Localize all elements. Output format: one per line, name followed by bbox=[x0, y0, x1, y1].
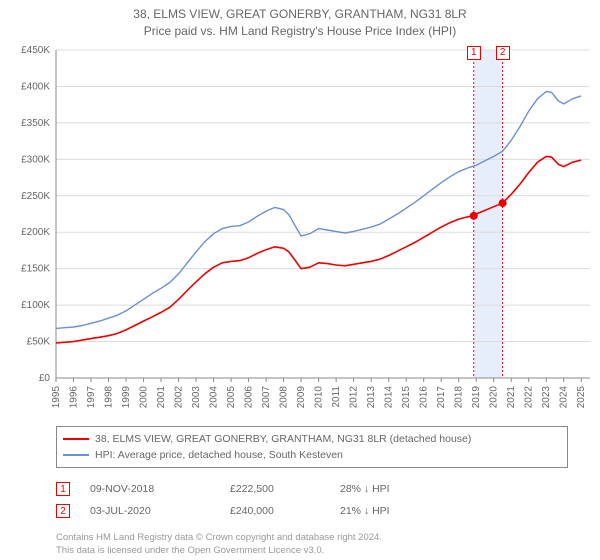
legend-swatch bbox=[63, 454, 89, 456]
svg-text:2018: 2018 bbox=[454, 385, 465, 408]
svg-text:2024: 2024 bbox=[559, 385, 570, 408]
svg-text:1996: 1996 bbox=[69, 385, 80, 408]
svg-text:1998: 1998 bbox=[104, 385, 115, 408]
legend-row: HPI: Average price, detached house, Sout… bbox=[63, 447, 561, 463]
sale-point-diff: 21% ↓ HPI bbox=[340, 505, 460, 517]
svg-text:2015: 2015 bbox=[401, 385, 412, 408]
title-address: 38, ELMS VIEW, GREAT GONERBY, GRANTHAM, … bbox=[0, 6, 600, 23]
line-chart-svg: £0 £50K £100K £150K £200K £250K £300K £350K £400… bbox=[0, 40, 600, 420]
svg-text:2016: 2016 bbox=[419, 385, 430, 408]
svg-text:2005: 2005 bbox=[226, 385, 237, 408]
sale-point-date: 03-JUL-2020 bbox=[90, 505, 230, 517]
svg-text:1995: 1995 bbox=[51, 385, 62, 408]
svg-text:2001: 2001 bbox=[156, 385, 167, 408]
sale-point-marker: 2 bbox=[56, 504, 70, 518]
svg-text:2021: 2021 bbox=[506, 385, 517, 408]
svg-text:2006: 2006 bbox=[244, 385, 255, 408]
svg-text:2019: 2019 bbox=[471, 385, 482, 408]
svg-text:2000: 2000 bbox=[139, 385, 150, 408]
svg-text:£200K: £200K bbox=[21, 227, 50, 238]
sale-points-table: 1 09-NOV-2018£222,50028% ↓ HPI 2 03-JUL-202… bbox=[56, 478, 568, 522]
svg-text:2014: 2014 bbox=[384, 385, 395, 408]
svg-text:2022: 2022 bbox=[524, 385, 535, 408]
svg-text:£450K: £450K bbox=[21, 45, 50, 56]
svg-text:2003: 2003 bbox=[191, 385, 202, 408]
sale-point-price: £222,500 bbox=[230, 483, 340, 495]
svg-text:2011: 2011 bbox=[331, 385, 342, 407]
svg-text:£100K: £100K bbox=[21, 300, 50, 311]
sale-point-row: 2 03-JUL-2020£240,00021% ↓ HPI bbox=[56, 500, 568, 522]
attribution-footer: Contains HM Land Registry data © Crown c… bbox=[56, 532, 568, 558]
chart-container: 38, ELMS VIEW, GREAT GONERBY, GRANTHAM, … bbox=[0, 0, 600, 560]
svg-text:2023: 2023 bbox=[541, 385, 552, 408]
footer-line2: This data is licensed under the Open Gov… bbox=[56, 545, 568, 558]
sale-point-price: £240,000 bbox=[230, 505, 340, 517]
svg-text:2010: 2010 bbox=[314, 385, 325, 408]
svg-text:2002: 2002 bbox=[174, 385, 185, 408]
title-subtitle: Price paid vs. HM Land Registry's House … bbox=[0, 23, 600, 40]
svg-text:£350K: £350K bbox=[21, 117, 50, 128]
svg-text:2017: 2017 bbox=[436, 385, 447, 408]
legend-row: 38, ELMS VIEW, GREAT GONERBY, GRANTHAM, … bbox=[63, 431, 561, 447]
legend-label: HPI: Average price, detached house, Sout… bbox=[95, 447, 343, 463]
svg-text:2004: 2004 bbox=[209, 385, 220, 408]
svg-text:£50K: £50K bbox=[27, 336, 51, 347]
legend-swatch bbox=[63, 438, 89, 440]
svg-text:2013: 2013 bbox=[366, 385, 377, 408]
svg-text:2007: 2007 bbox=[261, 385, 272, 408]
svg-text:2012: 2012 bbox=[349, 385, 360, 408]
svg-text:1999: 1999 bbox=[121, 385, 132, 408]
svg-text:2009: 2009 bbox=[296, 385, 307, 408]
chart-titles: 38, ELMS VIEW, GREAT GONERBY, GRANTHAM, … bbox=[0, 0, 600, 40]
sale-point-marker: 1 bbox=[56, 482, 70, 496]
footer-line1: Contains HM Land Registry data © Crown c… bbox=[56, 532, 568, 545]
svg-text:£300K: £300K bbox=[21, 154, 50, 165]
legend: 38, ELMS VIEW, GREAT GONERBY, GRANTHAM, … bbox=[56, 426, 568, 469]
svg-text:2008: 2008 bbox=[279, 385, 290, 408]
sale-point-date: 09-NOV-2018 bbox=[90, 483, 230, 495]
sale-point-row: 1 09-NOV-2018£222,50028% ↓ HPI bbox=[56, 478, 568, 500]
sale-point-diff: 28% ↓ HPI bbox=[340, 483, 460, 495]
svg-text:2020: 2020 bbox=[489, 385, 500, 408]
svg-text:£0: £0 bbox=[39, 373, 51, 384]
svg-text:£400K: £400K bbox=[21, 81, 50, 92]
chart-area: £0 £50K £100K £150K £200K £250K £300K £350K £400… bbox=[0, 40, 600, 420]
svg-text:£250K: £250K bbox=[21, 190, 50, 201]
legend-label: 38, ELMS VIEW, GREAT GONERBY, GRANTHAM, … bbox=[95, 431, 471, 447]
svg-text:£150K: £150K bbox=[21, 263, 50, 274]
svg-text:2025: 2025 bbox=[576, 385, 587, 408]
svg-text:1997: 1997 bbox=[86, 385, 97, 408]
